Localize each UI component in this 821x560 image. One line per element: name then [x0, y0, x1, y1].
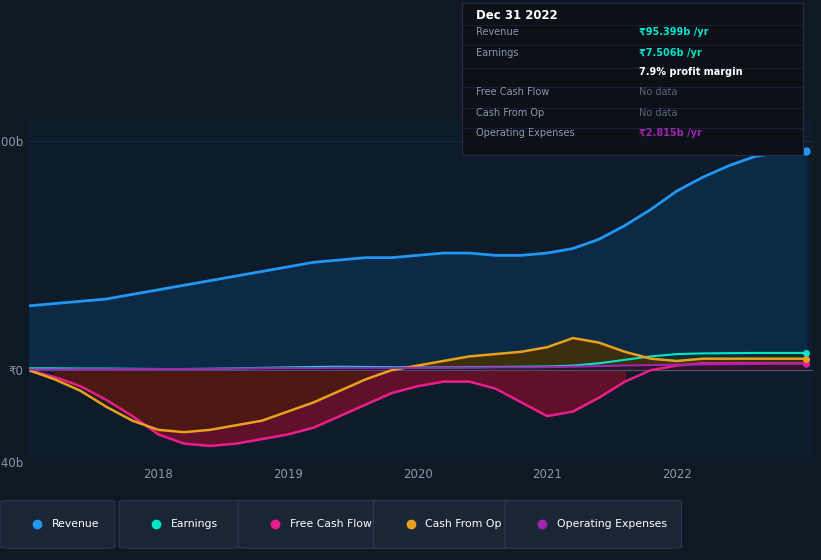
Text: Free Cash Flow: Free Cash Flow [476, 87, 549, 97]
Text: No data: No data [640, 108, 678, 118]
Text: Operating Expenses: Operating Expenses [557, 519, 667, 529]
Text: Cash From Op: Cash From Op [476, 108, 544, 118]
Text: Earnings: Earnings [171, 519, 218, 529]
Text: Earnings: Earnings [476, 48, 518, 58]
Text: Operating Expenses: Operating Expenses [476, 128, 575, 138]
Text: Revenue: Revenue [476, 27, 519, 37]
Text: Cash From Op: Cash From Op [425, 519, 502, 529]
FancyBboxPatch shape [505, 500, 681, 548]
Text: ₹95.399b /yr: ₹95.399b /yr [640, 27, 709, 37]
Text: No data: No data [640, 87, 678, 97]
Text: ₹2.815b /yr: ₹2.815b /yr [640, 128, 702, 138]
Text: 7.9% profit margin: 7.9% profit margin [640, 67, 743, 77]
Text: Free Cash Flow: Free Cash Flow [290, 519, 372, 529]
Text: Revenue: Revenue [52, 519, 99, 529]
Text: Dec 31 2022: Dec 31 2022 [476, 9, 557, 22]
FancyBboxPatch shape [0, 500, 115, 548]
FancyBboxPatch shape [238, 500, 390, 548]
FancyBboxPatch shape [374, 500, 517, 548]
FancyBboxPatch shape [119, 500, 242, 548]
Text: ₹7.506b /yr: ₹7.506b /yr [640, 48, 702, 58]
